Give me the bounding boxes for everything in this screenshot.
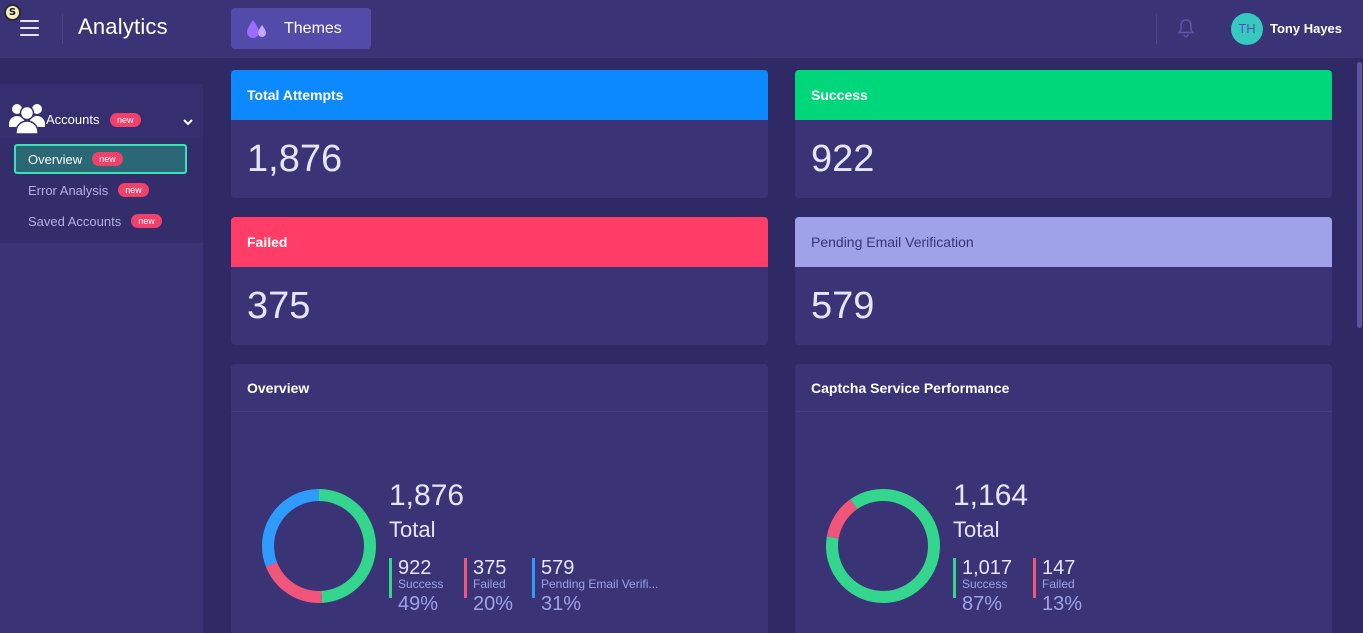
legend-item-pending: 579 Pending Email Verifi... (532, 558, 658, 598)
sidebar-section-label: Accounts (46, 112, 100, 127)
themes-label: Themes (284, 19, 342, 37)
donut-slice-success (318, 489, 376, 603)
legend-value: 579 (541, 557, 575, 579)
card-title: Total Attempts (231, 70, 768, 120)
stat-card-failed: Failed 375 (231, 217, 768, 345)
legend-value: 147 (1042, 557, 1076, 579)
stat-card-total-attempts: Total Attempts 1,876 (231, 70, 768, 198)
sidebar-item-label: Error Analysis (28, 182, 109, 198)
bell-icon[interactable] (1177, 18, 1195, 38)
droplets-icon (245, 17, 269, 41)
legend-label: Success (962, 577, 1008, 591)
legend-item-failed: 147 Failed (1033, 558, 1075, 598)
new-badge: new (131, 214, 162, 228)
sidebar: Accounts new Overview new Error Analysis… (0, 84, 203, 633)
card-value: 1,876 (247, 138, 343, 180)
sidebar-item-error-analysis[interactable]: Error Analysis new (14, 175, 187, 205)
legend-item-success: 1,017 Success (953, 558, 1012, 598)
panel-title: Captcha Service Performance (795, 364, 1332, 412)
sidebar-item-saved-accounts[interactable]: Saved Accounts new (14, 206, 187, 236)
new-badge: new (118, 183, 149, 197)
legend-label: Pending Email Verifi... (541, 577, 659, 591)
page-title: Analytics (78, 14, 168, 39)
legend-percent: 13% (1042, 593, 1083, 615)
chevron-down-icon[interactable] (182, 114, 194, 126)
top-bar: S Analytics Themes TH Tony Hayes (0, 0, 1363, 58)
stat-card-success: Success 922 (795, 70, 1332, 198)
card-value: 579 (811, 285, 875, 327)
donut-slice-success (826, 489, 940, 603)
new-badge: new (110, 113, 141, 127)
overview-donut-chart (262, 489, 376, 603)
donut-slice-pending-email-verifi (262, 489, 320, 567)
divider (1156, 14, 1157, 44)
card-value: 375 (247, 285, 311, 327)
total-value: 1,164 (953, 479, 1029, 512)
stat-card-pending: Pending Email Verification 579 (795, 217, 1332, 345)
legend-item-failed: 375 Failed (464, 558, 506, 598)
divider (62, 14, 63, 44)
legend-percent: 87% (962, 593, 1003, 615)
users-icon (9, 100, 45, 135)
avatar[interactable]: TH (1231, 13, 1263, 45)
themes-button[interactable]: Themes (231, 8, 371, 49)
legend-item-success: 922 Success (389, 558, 443, 598)
sidebar-submenu: Overview new Error Analysis new Saved Ac… (0, 137, 203, 243)
total-value: 1,876 (389, 479, 465, 512)
sidebar-section-accounts[interactable]: Accounts new (0, 84, 203, 137)
sidebar-item-overview[interactable]: Overview new (14, 144, 187, 174)
total-label: Total (953, 517, 1000, 542)
total-label: Total (389, 517, 436, 542)
legend-percent: 20% (473, 593, 514, 615)
legend-value: 375 (473, 557, 507, 579)
donut-slice-failed (826, 499, 858, 539)
hamburger-menu-icon[interactable] (20, 20, 39, 36)
card-title: Pending Email Verification (795, 217, 1332, 267)
sidebar-item-label: Overview (28, 151, 83, 167)
legend-label: Success (398, 577, 444, 591)
legend-label: Failed (1042, 577, 1075, 591)
legend-label: Failed (473, 577, 506, 591)
legend-percent: 31% (541, 593, 582, 615)
captcha-donut-chart (826, 489, 940, 603)
card-title: Success (795, 70, 1332, 120)
panel-title: Overview (231, 364, 768, 412)
card-title: Failed (231, 217, 768, 267)
donut-slice-failed (265, 561, 323, 603)
legend-value: 922 (398, 557, 432, 579)
captcha-panel: Captcha Service Performance 1,164 Total … (795, 364, 1332, 633)
new-badge: new (92, 152, 123, 166)
legend-percent: 49% (398, 593, 439, 615)
page-scrollbar[interactable] (1357, 62, 1362, 328)
overview-panel: Overview 1,876 Total 922 Success 49% 375… (231, 364, 768, 633)
legend-value: 1,017 (962, 557, 1013, 579)
sidebar-item-label: Saved Accounts (28, 213, 122, 229)
user-name[interactable]: Tony Hayes (1270, 21, 1343, 36)
app-badge-icon[interactable]: S (4, 4, 21, 21)
card-value: 922 (811, 138, 875, 180)
